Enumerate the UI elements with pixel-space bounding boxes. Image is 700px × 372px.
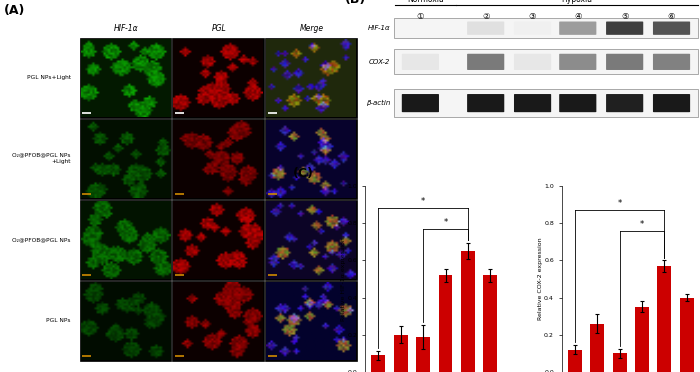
Bar: [590, 324, 604, 372]
Bar: [635, 307, 649, 372]
Text: O₂@PFOB@PGL NPs: O₂@PFOB@PGL NPs: [12, 237, 71, 242]
Bar: [393, 18, 699, 38]
Bar: [80, 119, 172, 199]
Text: (B): (B): [345, 0, 366, 6]
Bar: [172, 281, 264, 361]
Bar: [268, 193, 277, 195]
Bar: [268, 355, 277, 357]
Bar: [680, 298, 694, 372]
Text: *: *: [617, 199, 622, 208]
Y-axis label: Relative COX-2 expression: Relative COX-2 expression: [538, 238, 542, 320]
Bar: [265, 200, 357, 280]
Text: β-actin: β-actin: [366, 100, 391, 106]
Bar: [175, 274, 184, 276]
Bar: [83, 355, 92, 357]
Bar: [265, 38, 357, 118]
FancyBboxPatch shape: [559, 22, 596, 35]
Text: Merge: Merge: [300, 25, 323, 33]
Bar: [416, 337, 430, 372]
Bar: [268, 274, 277, 276]
FancyBboxPatch shape: [653, 54, 690, 70]
Text: ①: ①: [416, 12, 424, 21]
Bar: [172, 38, 264, 118]
Text: HIF-1α: HIF-1α: [113, 25, 139, 33]
Bar: [393, 49, 699, 74]
FancyBboxPatch shape: [606, 54, 643, 70]
Text: *: *: [640, 220, 644, 229]
FancyBboxPatch shape: [402, 94, 439, 112]
FancyBboxPatch shape: [467, 54, 504, 70]
Text: O₂@PFOB@PGL NPs
+Light: O₂@PFOB@PGL NPs +Light: [12, 153, 71, 164]
Bar: [439, 275, 452, 372]
Bar: [268, 112, 277, 114]
Bar: [394, 335, 407, 372]
Text: Normoxia: Normoxia: [407, 0, 444, 4]
Text: *: *: [421, 198, 426, 206]
Text: (C): (C): [293, 167, 314, 180]
Bar: [80, 38, 172, 118]
FancyBboxPatch shape: [467, 22, 504, 35]
Text: ②: ②: [482, 12, 489, 21]
Text: ④: ④: [574, 12, 582, 21]
Text: HIF-1α: HIF-1α: [368, 25, 391, 31]
FancyBboxPatch shape: [653, 94, 690, 112]
Text: (A): (A): [4, 4, 25, 17]
Bar: [83, 112, 92, 114]
Y-axis label: Relative HIF-1α expression: Relative HIF-1α expression: [341, 237, 346, 321]
Bar: [83, 193, 92, 195]
Text: ⑤: ⑤: [621, 12, 629, 21]
Text: ⑥: ⑥: [668, 12, 676, 21]
Bar: [657, 266, 671, 372]
Text: PGL: PGL: [211, 25, 226, 33]
Bar: [372, 355, 385, 372]
FancyBboxPatch shape: [467, 94, 504, 112]
Text: PGL NPs+Light: PGL NPs+Light: [27, 75, 71, 80]
Text: Hypoxia: Hypoxia: [561, 0, 592, 4]
Text: PGL NPs: PGL NPs: [46, 318, 71, 323]
Bar: [172, 200, 264, 280]
FancyBboxPatch shape: [559, 54, 596, 70]
FancyBboxPatch shape: [606, 94, 643, 112]
Bar: [80, 281, 172, 361]
Bar: [612, 353, 626, 372]
FancyBboxPatch shape: [606, 22, 643, 35]
Bar: [175, 193, 184, 195]
Bar: [483, 275, 497, 372]
Bar: [175, 112, 184, 114]
FancyBboxPatch shape: [653, 22, 690, 35]
FancyBboxPatch shape: [514, 22, 551, 35]
FancyBboxPatch shape: [514, 54, 551, 70]
Bar: [265, 281, 357, 361]
Bar: [175, 355, 184, 357]
Text: *: *: [443, 218, 447, 227]
Bar: [393, 89, 699, 117]
FancyBboxPatch shape: [402, 54, 439, 70]
FancyBboxPatch shape: [559, 94, 596, 112]
Bar: [83, 274, 92, 276]
Bar: [80, 200, 172, 280]
Bar: [461, 251, 475, 372]
Text: ③: ③: [528, 12, 536, 21]
Text: COX-2: COX-2: [369, 59, 391, 65]
Bar: [568, 350, 582, 372]
FancyBboxPatch shape: [514, 94, 551, 112]
Bar: [265, 119, 357, 199]
Bar: [172, 119, 264, 199]
